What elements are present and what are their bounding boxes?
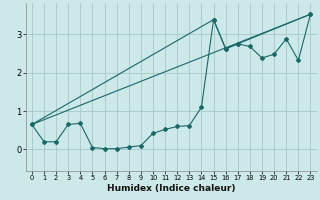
X-axis label: Humidex (Indice chaleur): Humidex (Indice chaleur)	[107, 184, 236, 193]
